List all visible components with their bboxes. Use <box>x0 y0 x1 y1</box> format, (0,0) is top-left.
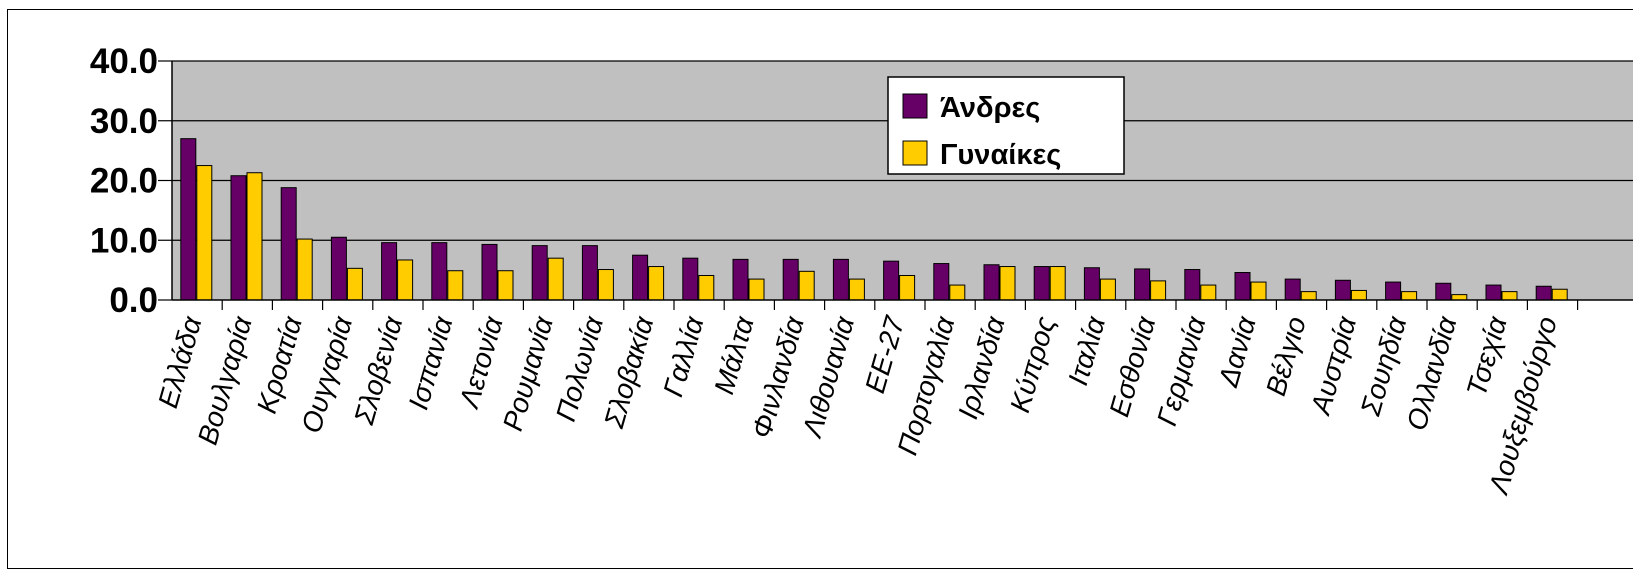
bar-men <box>1033 266 1050 301</box>
bar-women <box>296 238 313 301</box>
bar-men <box>983 264 1000 301</box>
bar-men <box>381 242 398 301</box>
x-tick-label: Σλοβακία <box>598 312 660 432</box>
bar-men <box>883 260 900 301</box>
x-tick-label: Κύπρος <box>1004 313 1061 416</box>
bar-women <box>246 172 263 301</box>
bar-women <box>547 257 564 301</box>
bar-men <box>732 258 749 301</box>
bar-men <box>1184 269 1201 301</box>
bar-women <box>1350 289 1367 301</box>
x-tick-label: Σλοβενία <box>348 312 409 428</box>
bar-men <box>1435 282 1452 301</box>
bar-women <box>1401 291 1418 301</box>
x-tick-label: Πολωνία <box>550 312 610 425</box>
x-tick-label: Ισπανία <box>403 312 459 413</box>
x-tick-label: Εσθονία <box>1103 312 1161 420</box>
bar-men <box>1134 268 1151 301</box>
bar-men <box>280 187 297 301</box>
bar-women <box>1200 284 1217 301</box>
y-tick-labels: 40.0 30.0 20.0 10.0 0.0 <box>90 42 158 320</box>
bar-women <box>848 278 865 301</box>
x-tick-labels: ΕλλάδαΒουλγαρίαΚροατίαΟυγγαρίαΣλοβενίαΙσ… <box>152 312 1563 499</box>
x-tick-label: Τσεχία <box>1461 312 1513 400</box>
x-tick-label: Ολλανδία <box>1401 312 1463 434</box>
bar-men <box>431 242 448 301</box>
x-tick-label: Σουηδία <box>1354 312 1412 420</box>
bar-women <box>798 270 815 301</box>
bar-women <box>597 269 614 301</box>
x-tick-label: Ιταλία <box>1062 312 1111 389</box>
bar-men <box>1083 267 1100 301</box>
x-tick-label: Αυστρία <box>1304 312 1362 419</box>
bar-women <box>1300 291 1317 301</box>
bar-women <box>999 266 1016 301</box>
bar-women <box>748 278 765 301</box>
bar-men <box>682 257 699 301</box>
bar-women <box>1150 280 1167 301</box>
bar-men <box>832 258 849 301</box>
x-tick-label: Ιρλανδία <box>952 312 1011 422</box>
bar-women <box>1099 278 1116 301</box>
bar-women <box>196 165 213 301</box>
bar-men <box>1535 285 1552 301</box>
bar-men <box>1284 278 1301 301</box>
bar-women <box>1451 294 1468 301</box>
axes <box>158 60 1633 310</box>
bar-men <box>330 236 347 301</box>
bar-men <box>933 263 950 301</box>
x-tick-label: Γαλλία <box>657 312 710 400</box>
legend: Άνδρες Γυναίκες <box>887 76 1125 175</box>
bar-men <box>230 175 247 301</box>
x-tick-label: Δανία <box>1212 312 1262 391</box>
y-tick-label: 20.0 <box>90 162 158 201</box>
y-tick-label: 0.0 <box>109 281 158 320</box>
bar-women <box>899 275 916 301</box>
bar-men <box>581 245 598 301</box>
bar-women <box>447 270 464 301</box>
y-tick-label: 40.0 <box>90 42 158 81</box>
bar-men <box>1234 272 1251 301</box>
bar-men <box>1485 284 1502 301</box>
x-tick-label: Κροατία <box>251 312 308 417</box>
bar-women <box>1250 281 1267 301</box>
bar-men <box>531 245 548 301</box>
bar-women <box>397 259 414 301</box>
bar-women <box>346 267 363 301</box>
legend-swatch-men <box>902 93 928 119</box>
y-tick-label: 30.0 <box>90 102 158 141</box>
bar-men <box>1334 279 1351 301</box>
x-tick-label: Λετονία <box>453 312 509 413</box>
bar-women <box>1049 266 1066 301</box>
bar-women <box>698 275 715 301</box>
bar-men <box>782 258 799 301</box>
legend-label-men: Άνδρες <box>940 92 1040 124</box>
x-tick-label: Γερμανία <box>1151 312 1212 429</box>
x-tick-label: Ελλάδα <box>152 312 208 411</box>
bar-women <box>1501 291 1518 301</box>
bar-men <box>632 254 649 301</box>
legend-swatch-women <box>902 140 928 166</box>
bar-men <box>1385 281 1402 301</box>
bar-women <box>949 284 966 301</box>
bar-women <box>648 266 665 301</box>
x-tick-label: Μάλτα <box>708 312 760 398</box>
x-tick-label: Βέλγιο <box>1260 313 1312 399</box>
y-tick-label: 10.0 <box>90 221 158 260</box>
bar-men <box>180 138 197 301</box>
bar-men <box>481 243 498 301</box>
legend-label-women: Γυναίκες <box>940 139 1061 171</box>
bar-women <box>1551 288 1568 301</box>
x-tick-label: ΕΕ-27 <box>859 312 911 397</box>
bar-women <box>497 270 514 301</box>
